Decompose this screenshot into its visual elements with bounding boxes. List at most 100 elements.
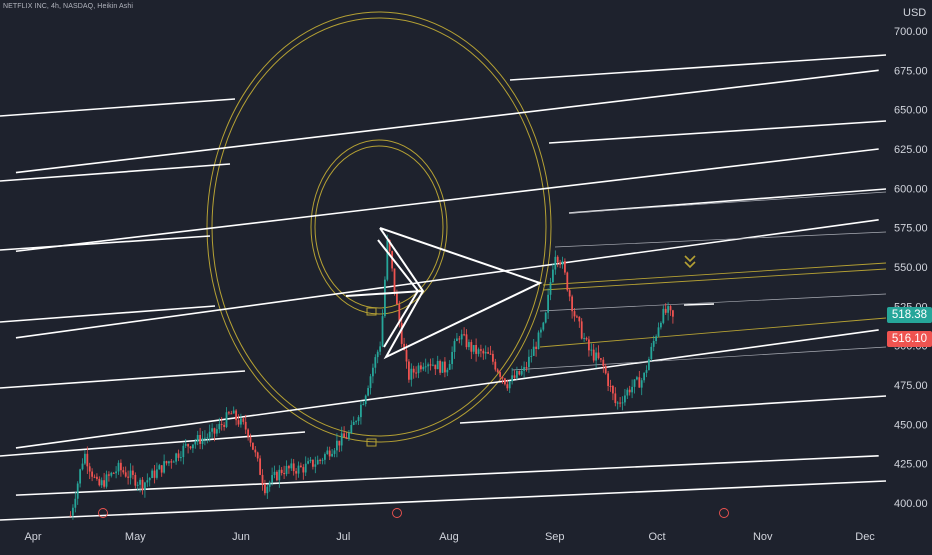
channel-line[interactable]	[0, 370, 246, 389]
thin-channel-line[interactable]	[511, 346, 887, 371]
channel-line[interactable]	[15, 219, 879, 339]
candle-body	[561, 261, 564, 265]
candle-body	[480, 349, 482, 351]
thin-channel-line[interactable]	[554, 231, 887, 248]
candle-body	[434, 364, 437, 370]
channel-line[interactable]	[548, 120, 887, 144]
earnings-marker-icon[interactable]	[98, 508, 729, 518]
candle-body	[588, 339, 590, 351]
candle-body	[638, 377, 641, 388]
triangle-drawing[interactable]	[345, 227, 543, 360]
candle-body	[633, 379, 636, 387]
candle-body	[199, 434, 202, 444]
candle-body	[124, 472, 127, 477]
candle-body	[120, 462, 122, 471]
ellipse-drawing-inner[interactable]	[310, 139, 448, 315]
candle-body	[585, 337, 588, 340]
candle-body	[108, 474, 110, 476]
candle-body	[559, 262, 562, 265]
candle-body	[468, 342, 470, 348]
channel-line[interactable]	[0, 431, 306, 457]
candle-body	[362, 403, 365, 405]
candle-body	[364, 395, 367, 404]
candle-body	[304, 463, 307, 473]
channel-line[interactable]	[683, 303, 715, 306]
channel-line[interactable]	[459, 395, 887, 424]
candle-body	[444, 361, 446, 373]
candle-body	[139, 479, 142, 485]
price-tick-label: 625.00	[894, 144, 928, 156]
gold-level-line[interactable]	[542, 262, 887, 286]
candle-body	[532, 346, 535, 356]
candle-body	[314, 464, 317, 467]
candle-body	[276, 471, 278, 481]
candle-body	[100, 480, 103, 486]
candle-body	[657, 327, 660, 337]
price-tick-label: 475.00	[894, 380, 928, 392]
candle-body	[74, 498, 77, 508]
time-axis-labels[interactable]: Apr May Jun Jul Aug Sep Oct Nov Dec	[24, 531, 875, 543]
thin-channel-line[interactable]	[568, 191, 887, 214]
candle-body	[112, 472, 115, 474]
candle-body	[420, 365, 422, 370]
candle-body	[333, 450, 336, 454]
candle-body	[487, 351, 490, 354]
gold-levels[interactable]	[539, 262, 887, 348]
price-axis-labels[interactable]: 400.00425.00450.00475.00500.00525.00550.…	[894, 26, 928, 510]
gold-level-line[interactable]	[542, 268, 887, 291]
candle-body	[607, 373, 610, 386]
price-tick-label: 600.00	[894, 183, 928, 195]
candle-body	[146, 480, 149, 483]
channel-line[interactable]	[15, 69, 879, 174]
trend-lines-white[interactable]	[0, 54, 887, 521]
candle-body	[451, 351, 454, 364]
candles	[69, 234, 674, 520]
candle-body	[343, 433, 346, 438]
candle-body	[504, 378, 506, 385]
candle-body	[297, 465, 300, 474]
candle-body	[645, 370, 648, 373]
candle-body	[211, 428, 214, 432]
channel-line[interactable]	[15, 329, 879, 449]
channel-line[interactable]	[0, 480, 887, 521]
candle-body	[542, 322, 545, 330]
candle-body	[312, 459, 314, 467]
candle-body	[506, 384, 509, 389]
candle-body	[640, 380, 643, 388]
candle-body	[396, 292, 398, 305]
channel-line[interactable]	[0, 305, 216, 323]
channel-line[interactable]	[0, 98, 236, 117]
candle-body	[132, 470, 134, 475]
candle-body	[307, 461, 310, 464]
price-tick-label: 650.00	[894, 105, 928, 117]
candle-body	[568, 290, 571, 297]
candle-body	[540, 329, 542, 333]
candle-body	[148, 478, 151, 481]
ellipse-drawing-outer[interactable]	[206, 11, 552, 443]
candle-body	[580, 321, 583, 339]
channel-line[interactable]	[509, 54, 887, 81]
candle-body	[321, 459, 324, 461]
channel-line[interactable]	[568, 188, 887, 214]
candle-body	[151, 470, 154, 479]
thin-channel-line[interactable]	[539, 293, 887, 312]
candle-body	[398, 304, 401, 324]
candle-body	[619, 402, 622, 404]
candle-body	[91, 471, 94, 477]
channel-line[interactable]	[15, 148, 879, 253]
trend-lines-thin[interactable]	[511, 191, 887, 371]
candle-body	[357, 417, 360, 422]
currency-label[interactable]: USD	[903, 7, 927, 19]
time-tick-label: Oct	[648, 531, 665, 543]
channel-line[interactable]	[15, 455, 879, 496]
candle-body	[648, 358, 650, 371]
candle-body	[237, 420, 240, 425]
channel-line[interactable]	[0, 235, 211, 251]
channel-line[interactable]	[0, 163, 231, 182]
gold-level-line[interactable]	[539, 317, 887, 348]
symbol-title[interactable]: NETFLIX INC, 4h, NASDAQ, Heikin Ashi	[3, 3, 134, 10]
candle-body	[230, 413, 233, 415]
candle-body	[208, 431, 211, 438]
